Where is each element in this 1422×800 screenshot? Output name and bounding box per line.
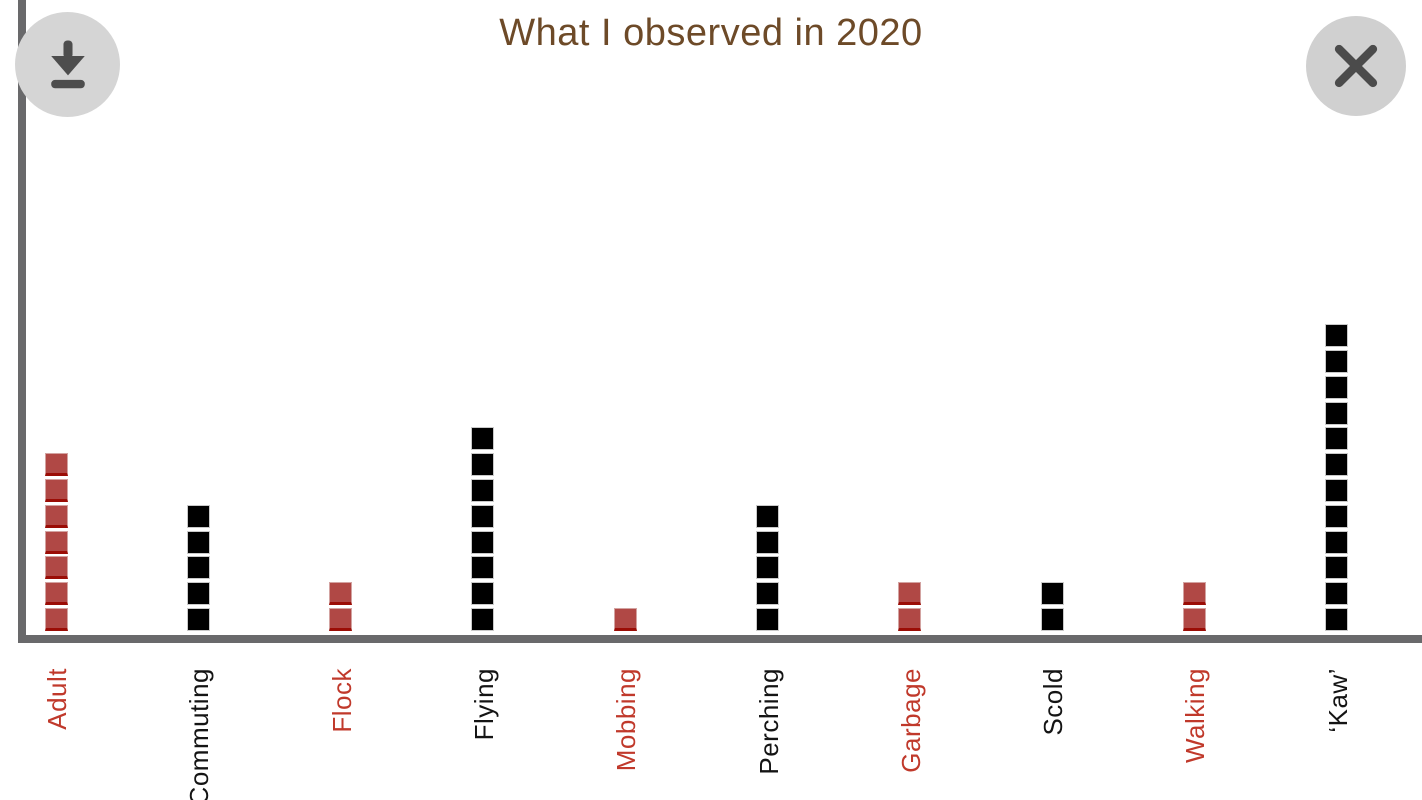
unit-square xyxy=(1325,350,1349,374)
unit-square xyxy=(471,556,495,580)
unit-square xyxy=(756,608,779,631)
bar-column-kaw xyxy=(1325,324,1349,631)
unit-square xyxy=(329,608,353,631)
unit-square xyxy=(44,479,68,503)
bar-column-flock xyxy=(329,582,353,631)
unit-square xyxy=(1040,608,1064,631)
x-tick-label-scold: Scold xyxy=(1038,668,1069,736)
y-axis-line xyxy=(18,0,26,643)
bar-column-perching xyxy=(756,504,779,631)
unit-square xyxy=(1325,427,1349,451)
unit-square xyxy=(329,582,353,606)
x-tick-label-mobbing: Mobbing xyxy=(611,668,642,772)
bar-column-walking xyxy=(1182,582,1206,631)
close-button[interactable] xyxy=(1306,16,1406,116)
unit-square xyxy=(1325,453,1349,477)
unit-square xyxy=(1325,530,1349,554)
bar-column-scold xyxy=(1040,582,1064,631)
bar-column-garbage xyxy=(898,582,922,631)
chart-title: What I observed in 2020 xyxy=(499,12,923,54)
unit-square xyxy=(1325,582,1349,606)
unit-square xyxy=(44,556,68,580)
unit-square xyxy=(613,608,637,631)
unit-square xyxy=(44,608,68,631)
unit-square xyxy=(44,582,68,606)
unit-square xyxy=(756,504,779,528)
unit-square xyxy=(44,504,68,528)
unit-square xyxy=(1325,608,1349,631)
unit-square xyxy=(186,530,210,554)
unit-square xyxy=(898,608,922,631)
unit-square xyxy=(471,608,495,631)
bar-column-commuting xyxy=(186,504,210,631)
unit-square xyxy=(1325,479,1349,503)
x-tick-label-flying: Flying xyxy=(468,668,499,741)
download-button[interactable] xyxy=(15,12,120,117)
x-axis-line xyxy=(18,635,1422,643)
unit-square xyxy=(471,427,495,451)
unit-square xyxy=(1040,582,1064,606)
unit-square xyxy=(186,556,210,580)
unit-square xyxy=(471,582,495,606)
unit-square xyxy=(471,479,495,503)
unit-square xyxy=(44,530,68,554)
x-tick-label-kaw: ‘Kaw’ xyxy=(1322,668,1353,733)
x-tick-label-flock: Flock xyxy=(326,668,357,733)
unit-square xyxy=(186,582,210,606)
unit-square xyxy=(471,504,495,528)
unit-square xyxy=(44,453,68,477)
unit-square xyxy=(471,530,495,554)
unit-square xyxy=(756,556,779,580)
x-tick-label-adult: Adult xyxy=(42,668,72,730)
unit-square xyxy=(898,582,922,606)
unit-square xyxy=(1325,504,1349,528)
unit-square xyxy=(1325,401,1349,425)
unit-square xyxy=(1182,582,1206,606)
unit-square xyxy=(756,582,779,606)
x-tick-label-walking: Walking xyxy=(1180,668,1211,764)
x-tick-label-commuting: Commuting xyxy=(184,668,215,800)
bar-column-adult xyxy=(44,453,68,631)
close-icon xyxy=(1334,44,1378,88)
bar-column-mobbing xyxy=(613,608,637,631)
x-tick-label-perching: Perching xyxy=(753,668,784,775)
unit-square xyxy=(1182,608,1206,631)
unit-square xyxy=(1325,375,1349,399)
unit-square xyxy=(471,453,495,477)
download-icon xyxy=(50,39,85,88)
unit-square xyxy=(756,530,779,554)
unit-square xyxy=(1325,324,1349,348)
bar-column-flying xyxy=(471,427,495,631)
unit-square xyxy=(186,504,210,528)
unit-square xyxy=(1325,556,1349,580)
x-tick-label-garbage: Garbage xyxy=(895,668,926,773)
unit-square xyxy=(186,608,210,631)
